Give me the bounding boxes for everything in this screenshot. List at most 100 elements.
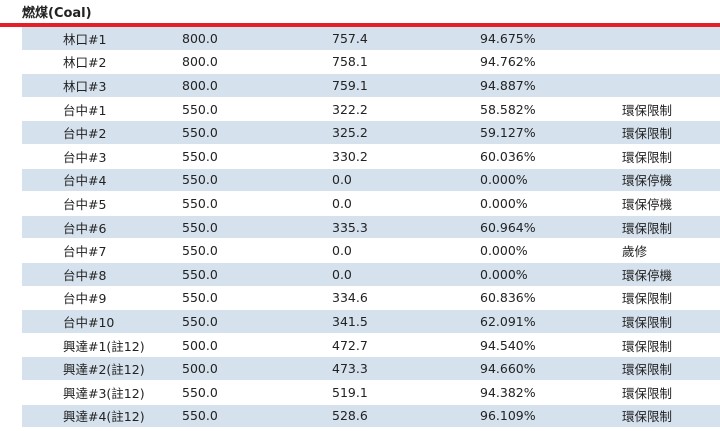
ratio-cell: 94.660% [480,361,536,377]
note-cell: 環保停機 [622,196,673,212]
unit-name-cell: 台中#4 [63,173,107,189]
capacity-cell: 500.0 [182,337,218,353]
unit-name-cell: 台中#10 [63,314,115,330]
table-row: 台中#3 550.0 330.2 60.036% 環保限制 [22,145,720,169]
section-divider [0,23,720,27]
capacity-cell: 550.0 [182,148,218,164]
net-output-cell: 758.1 [332,54,368,70]
net-output-cell: 528.6 [332,408,368,424]
unit-name-cell: 興達#2(註12) [63,362,145,378]
note-cell: 環保停機 [622,267,673,283]
net-output-cell: 757.4 [332,30,368,46]
note-cell: 環保限制 [622,409,673,425]
ratio-cell: 94.887% [480,77,536,93]
unit-name-cell: 台中#5 [63,196,107,212]
capacity-cell: 800.0 [182,54,218,70]
ratio-cell: 0.000% [480,195,528,211]
net-output-cell: 0.0 [332,172,352,188]
table-row: 林口#1 800.0 757.4 94.675% [22,27,720,51]
table-row: 台中#9 550.0 334.6 60.836% 環保限制 [22,287,720,311]
unit-name-cell: 台中#7 [63,244,107,260]
ratio-cell: 58.582% [480,101,536,117]
note-cell: 環保限制 [622,338,673,354]
generation-table: 林口#1 800.0 757.4 94.675% 林口#2 800.0 758.1 94.76… [22,27,720,429]
note-cell: 環保限制 [622,291,673,307]
unit-name-cell: 林口#2 [63,55,107,71]
ratio-cell: 96.109% [480,408,536,424]
unit-name-cell: 台中#8 [63,267,107,283]
table-row: 興達#3(註12) 550.0 519.1 94.382% 環保限制 [22,381,720,405]
net-output-cell: 472.7 [332,337,368,353]
ratio-cell: 94.675% [480,30,536,46]
capacity-cell: 550.0 [182,408,218,424]
net-output-cell: 0.0 [332,266,352,282]
capacity-cell: 550.0 [182,125,218,141]
net-output-cell: 341.5 [332,313,368,329]
net-output-cell: 759.1 [332,77,368,93]
note-cell: 歲修 [622,244,648,260]
unit-name-cell: 台中#9 [63,291,107,307]
net-output-cell: 334.6 [332,290,368,306]
table-row: 興達#4(註12) 550.0 528.6 96.109% 環保限制 [22,404,720,429]
ratio-cell: 94.762% [480,54,536,70]
net-output-cell: 325.2 [332,125,368,141]
table-row: 興達#1(註12) 500.0 472.7 94.540% 環保限制 [22,334,720,358]
unit-name-cell: 興達#4(註12) [63,409,145,425]
net-output-cell: 473.3 [332,361,368,377]
net-output-cell: 519.1 [332,384,368,400]
net-output-cell: 335.3 [332,219,368,235]
table-row: 台中#4 550.0 0.0 0.000% 環保停機 [22,168,720,193]
unit-name-cell: 興達#3(註12) [63,385,145,401]
ratio-cell: 60.964% [480,219,536,235]
ratio-cell: 0.000% [480,266,528,282]
net-output-cell: 0.0 [332,243,352,259]
ratio-cell: 60.836% [480,290,536,306]
table-row: 台中#7 550.0 0.0 0.000% 歲修 [22,239,720,263]
table-row: 林口#2 800.0 758.1 94.762% [22,51,720,75]
ratio-cell: 94.382% [480,384,536,400]
net-output-cell: 330.2 [332,148,368,164]
net-output-cell: 322.2 [332,101,368,117]
net-output-cell: 0.0 [332,195,352,211]
unit-name-cell: 興達#1(註12) [63,338,145,354]
capacity-cell: 550.0 [182,172,218,188]
note-cell: 環保限制 [622,362,673,378]
note-cell: 環保停機 [622,173,673,189]
capacity-cell: 500.0 [182,361,218,377]
ratio-cell: 59.127% [480,125,536,141]
table-row: 台中#10 550.0 341.5 62.091% 環保限制 [22,310,720,334]
unit-name-cell: 台中#6 [63,220,107,236]
capacity-cell: 550.0 [182,290,218,306]
capacity-cell: 550.0 [182,101,218,117]
unit-name-cell: 林口#1 [63,31,107,47]
unit-name-cell: 台中#2 [63,126,107,142]
capacity-cell: 550.0 [182,313,218,329]
note-cell: 環保限制 [622,149,673,165]
capacity-cell: 800.0 [182,30,218,46]
note-cell: 環保限制 [622,314,673,330]
ratio-cell: 62.091% [480,313,536,329]
capacity-cell: 550.0 [182,219,218,235]
note-cell: 環保限制 [622,220,673,236]
table-row: 台中#5 550.0 0.0 0.000% 環保停機 [22,192,720,216]
table-row: 台中#2 550.0 325.2 59.127% 環保限制 [22,121,720,145]
capacity-cell: 550.0 [182,195,218,211]
unit-name-cell: 台中#1 [63,102,107,118]
capacity-cell: 800.0 [182,77,218,93]
unit-name-cell: 林口#3 [63,78,107,94]
table-row: 台中#8 550.0 0.0 0.000% 環保停機 [22,262,720,287]
unit-name-cell: 台中#3 [63,149,107,165]
table-row: 台中#6 550.0 335.3 60.964% 環保限制 [22,215,720,240]
capacity-cell: 550.0 [182,266,218,282]
ratio-cell: 0.000% [480,172,528,188]
ratio-cell: 60.036% [480,148,536,164]
note-cell: 環保限制 [622,126,673,142]
capacity-cell: 550.0 [182,384,218,400]
note-cell: 環保限制 [622,102,673,118]
section-title: 燃煤(Coal) [22,5,92,21]
table-row: 興達#2(註12) 500.0 473.3 94.660% 環保限制 [22,357,720,381]
ratio-cell: 0.000% [480,243,528,259]
capacity-cell: 550.0 [182,243,218,259]
table-row: 林口#3 800.0 759.1 94.887% [22,74,720,98]
table-row: 台中#1 550.0 322.2 58.582% 環保限制 [22,98,720,122]
